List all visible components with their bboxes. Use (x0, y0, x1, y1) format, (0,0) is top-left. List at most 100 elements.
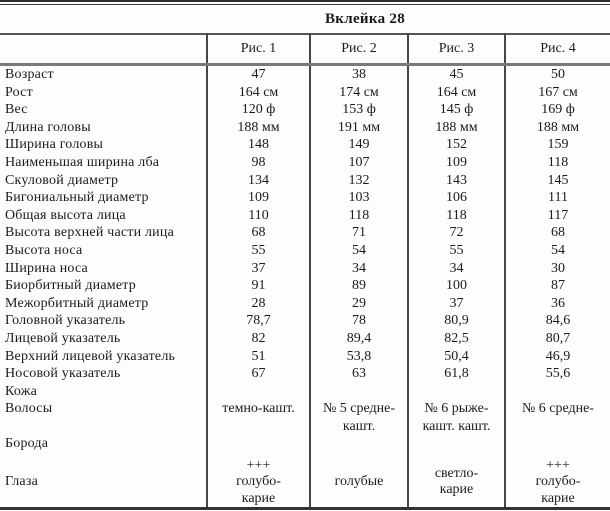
row-label: Высота носа (5, 242, 83, 258)
cell-value: 152 (407, 136, 505, 154)
table-row-face-height: Общая высота лица 110 118 118 117 (0, 206, 610, 225)
cell-value: 82,5 (407, 329, 505, 348)
cell-value: 45 (407, 64, 505, 84)
table-row-weight: Вес 120 ф 153 ф 145 ф 169 ф (0, 101, 610, 119)
cell-value: 89 (309, 277, 408, 295)
cell-value: 191 мм (309, 118, 408, 137)
cell-value: 37 (206, 259, 310, 278)
column-header-fig1: Рис. 1 (206, 34, 310, 65)
cell-value: 47 (206, 64, 310, 84)
cell-value: 188 мм (407, 118, 505, 137)
row-label: Возраст (5, 67, 54, 82)
cell-value: № 5 средне- кашт. (309, 400, 408, 436)
cell-value: 111 (504, 189, 610, 207)
cell-value: 68 (206, 224, 310, 242)
cell-value: 149 (309, 136, 408, 154)
row-label: Наименьшая ширина лба (5, 154, 160, 170)
cell-value: 30 (504, 259, 610, 278)
row-label: Вес (5, 102, 28, 118)
top-double-rule (0, 0, 610, 5)
header-empty-cell (0, 34, 207, 65)
column-header-fig4: Рис. 4 (504, 34, 610, 65)
cell-value: № 6 средне- (504, 400, 610, 436)
table-row-interorbital: Межорбитный диаметр 28 29 37 36 (0, 294, 610, 313)
row-label: Носовой указатель (5, 366, 121, 382)
cell-value: 174 см (309, 83, 408, 102)
row-label: Головной указатель (5, 313, 126, 329)
cell-value: 118 (407, 206, 505, 225)
measurements-table: Рис. 1 Рис. 2 Рис. 3 Рис. 4 Возраст 47 3… (0, 33, 610, 511)
table-row-nose-width: Ширина носа 37 34 34 30 (0, 259, 610, 278)
cell-value: темно-кашт. (206, 400, 310, 436)
row-label: Высота верхней части лица (5, 225, 174, 241)
cell-value: 28 (206, 294, 310, 313)
table-row-head-length: Длина головы 188 мм 191 мм 188 мм 188 мм (0, 118, 610, 137)
cell-value: 61,8 (407, 365, 505, 383)
column-header-fig3: Рис. 3 (407, 34, 505, 65)
cell-value: 118 (309, 206, 408, 225)
cell-value: 89,4 (309, 329, 408, 348)
table-row-biorbital: Биорбитный диаметр 91 89 100 87 (0, 277, 610, 295)
cell-value (309, 382, 408, 401)
cell-value: 78 (309, 312, 408, 330)
cell-value: голубые (309, 457, 408, 509)
cell-value (206, 382, 310, 401)
row-label: Общая высота лица (5, 207, 126, 223)
cell-value: 134 (206, 171, 310, 190)
cell-value: 38 (309, 64, 408, 84)
cell-value: 50 (504, 64, 610, 84)
table-row-forehead-width: Наименьшая ширина лба 98 107 109 118 (0, 153, 610, 172)
cell-value: 169 ф (504, 101, 610, 119)
cell-value (206, 435, 310, 458)
cell-value: 153 ф (309, 101, 408, 119)
cell-value: 29 (309, 294, 408, 313)
cell-value: 55 (206, 241, 310, 260)
cell-value: 68 (504, 224, 610, 242)
row-label: Волосы (5, 401, 53, 417)
cell-value: 164 см (206, 83, 310, 102)
cell-value: 87 (504, 277, 610, 295)
cell-value: 91 (206, 277, 310, 295)
row-label: Кожа (5, 383, 37, 399)
cell-value: 120 ф (206, 101, 310, 119)
cell-value (504, 382, 610, 401)
table-row-head-width: Ширина головы 148 149 152 159 (0, 136, 610, 154)
table-row-beard: Борода (0, 435, 610, 458)
cell-value: 103 (309, 189, 408, 207)
cell-value (407, 435, 505, 458)
cell-value: 106 (407, 189, 505, 207)
cell-value: 36 (504, 294, 610, 313)
cell-value: 145 ф (407, 101, 505, 119)
cell-value: 148 (206, 136, 310, 154)
table-row-eyes: Глаза +++ голубо- карие голубые светло- … (0, 457, 610, 509)
cell-value: 143 (407, 171, 505, 190)
cell-value: 54 (309, 241, 408, 260)
cell-value: 55,6 (504, 365, 610, 383)
cell-value: 132 (309, 171, 408, 190)
table-row-facial-index: Лицевой указатель 82 89,4 82,5 80,7 (0, 329, 610, 348)
cell-value: 67 (206, 365, 310, 383)
cell-value: 55 (407, 241, 505, 260)
table-row-age: Возраст 47 38 45 50 (0, 64, 610, 84)
table-row-cephalic-index: Головной указатель 78,7 78 80,9 84,6 (0, 312, 610, 330)
table-row-upper-face-height: Высота верхней части лица 68 71 72 68 (0, 224, 610, 242)
cell-value: 51 (206, 347, 310, 366)
table-row-bigonial: Бигониальный диаметр 109 103 106 111 (0, 189, 610, 207)
cell-value: 109 (206, 189, 310, 207)
cell-value: 71 (309, 224, 408, 242)
cell-value: 164 см (407, 83, 505, 102)
row-label: Верхний лицевой указатель (5, 348, 176, 364)
table-row-zygomatic: Скуловой диаметр 134 132 143 145 (0, 171, 610, 190)
cell-value: 117 (504, 206, 610, 225)
row-label: Лицевой указатель (5, 330, 121, 346)
row-label: Ширина носа (5, 260, 88, 276)
row-label: Глаза (5, 474, 38, 490)
cell-value: 63 (309, 365, 408, 383)
row-label: Биорбитный диаметр (5, 278, 136, 294)
table-row-skin: Кожа (0, 382, 610, 401)
cell-value: +++ голубо- карие (504, 457, 610, 509)
cell-value: 72 (407, 224, 505, 242)
table-row-nose-height: Высота носа 55 54 55 54 (0, 241, 610, 260)
table-row-hair: Волосы темно-кашт. № 5 средне- кашт. № 6… (0, 400, 610, 436)
